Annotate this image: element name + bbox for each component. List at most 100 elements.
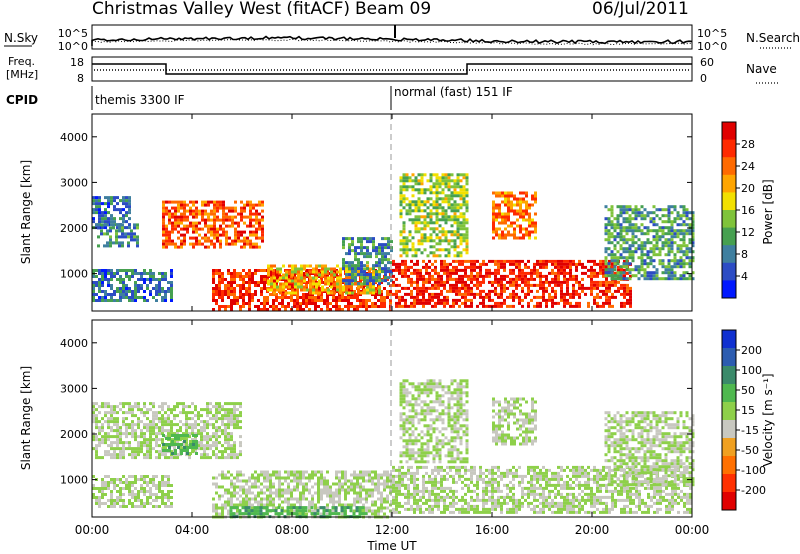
heatmap-cell bbox=[254, 497, 257, 501]
heatmap-cell bbox=[131, 269, 134, 272]
heatmap-cell bbox=[462, 215, 466, 219]
heatmap-cell bbox=[434, 280, 437, 284]
heatmap-cell bbox=[444, 212, 448, 216]
heatmap-cell bbox=[604, 238, 608, 242]
heatmap-cell bbox=[182, 408, 185, 412]
heatmap-cell bbox=[290, 494, 293, 498]
heatmap-cell bbox=[248, 290, 251, 293]
heatmap-cell bbox=[416, 301, 419, 305]
heatmap-cell bbox=[646, 277, 650, 281]
heatmap-cell bbox=[425, 265, 428, 269]
noise-search-label: N.Search bbox=[746, 31, 800, 45]
heatmap-cell bbox=[501, 212, 504, 216]
heatmap-cell bbox=[201, 209, 204, 213]
heatmap-cell bbox=[158, 278, 161, 281]
heatmap-cell bbox=[625, 241, 629, 245]
heatmap-cell bbox=[464, 301, 467, 305]
heatmap-cell bbox=[658, 250, 662, 254]
heatmap-cell bbox=[104, 493, 107, 496]
heatmap-cell bbox=[272, 473, 275, 477]
heatmap-cell bbox=[625, 208, 629, 212]
heatmap-cell bbox=[125, 211, 128, 215]
heatmap-cell bbox=[446, 265, 449, 269]
heatmap-cell bbox=[616, 256, 620, 260]
heatmap-cell bbox=[326, 272, 329, 275]
colorbar-swatch bbox=[722, 280, 736, 299]
heatmap-cell bbox=[326, 506, 329, 510]
heatmap-cell bbox=[438, 230, 442, 234]
heatmap-cell bbox=[590, 277, 593, 281]
heatmap-cell bbox=[497, 295, 500, 299]
heatmap-cell bbox=[320, 512, 323, 516]
heatmap-cell bbox=[670, 226, 674, 230]
heatmap-cell bbox=[521, 277, 524, 281]
heatmap-cell bbox=[170, 432, 173, 436]
heatmap-cell bbox=[503, 274, 506, 278]
heatmap-cell bbox=[446, 298, 449, 302]
heatmap-cell bbox=[495, 206, 498, 210]
heatmap-cell bbox=[640, 247, 644, 251]
heatmap-cell bbox=[610, 214, 614, 218]
heatmap-cell bbox=[194, 438, 197, 442]
heatmap-cell bbox=[462, 197, 466, 201]
heatmap-cell bbox=[485, 262, 488, 266]
heatmap-cell bbox=[137, 496, 140, 499]
heatmap-cell bbox=[548, 259, 551, 263]
nave-label: Nave bbox=[746, 62, 777, 76]
heatmap-cell bbox=[528, 215, 531, 219]
heatmap-cell bbox=[285, 282, 288, 286]
heatmap-cell bbox=[342, 258, 345, 262]
heatmap-cell bbox=[629, 295, 632, 299]
heatmap-cell bbox=[183, 236, 186, 240]
heatmap-cell bbox=[626, 286, 629, 290]
heatmap-cell bbox=[195, 230, 198, 234]
heatmap-cell bbox=[417, 227, 421, 231]
heatmap-cell bbox=[356, 485, 359, 489]
heatmap-cell bbox=[344, 497, 347, 501]
heatmap-cell bbox=[539, 271, 542, 275]
heatmap-cell bbox=[149, 429, 152, 433]
heatmap-cell bbox=[125, 214, 128, 218]
heatmap-cell bbox=[113, 429, 116, 433]
heatmap-cell bbox=[462, 191, 466, 195]
heatmap-cell bbox=[305, 284, 308, 287]
heatmap-cell bbox=[429, 245, 433, 249]
heatmap-cell bbox=[224, 284, 227, 287]
heatmap-cell bbox=[98, 420, 101, 424]
heatmap-cell bbox=[261, 203, 264, 207]
heatmap-cell bbox=[432, 227, 436, 231]
heatmap-cell bbox=[167, 456, 170, 460]
heatmap-cell bbox=[462, 200, 466, 204]
heatmap-cell bbox=[242, 299, 245, 302]
heatmap-cell bbox=[137, 447, 140, 451]
heatmap-cell bbox=[95, 199, 98, 203]
heatmap-cell bbox=[453, 191, 457, 195]
heatmap-cell bbox=[405, 203, 409, 207]
heatmap-cell bbox=[542, 292, 545, 296]
heatmap-cell bbox=[174, 245, 177, 249]
heatmap-cell bbox=[485, 304, 488, 308]
heatmap-cell bbox=[347, 302, 350, 305]
heatmap-cell bbox=[263, 284, 266, 287]
heatmap-cell bbox=[200, 408, 203, 412]
heatmap-cell bbox=[429, 197, 433, 201]
heatmap-cell bbox=[623, 304, 626, 308]
heatmap-cell bbox=[685, 256, 689, 260]
heatmap-cell bbox=[149, 453, 152, 457]
heatmap-cell bbox=[252, 218, 255, 222]
heatmap-cell bbox=[551, 295, 554, 299]
heatmap-cell bbox=[450, 197, 454, 201]
heatmap-cell bbox=[566, 259, 569, 263]
heatmap-cell bbox=[631, 229, 635, 233]
heatmap-cell bbox=[243, 236, 246, 240]
heatmap-cell bbox=[140, 296, 143, 299]
heatmap-cell bbox=[572, 277, 575, 281]
heatmap-cell bbox=[260, 293, 263, 296]
heatmap-cell bbox=[104, 414, 107, 418]
heatmap-cell bbox=[320, 479, 323, 483]
heatmap-cell bbox=[219, 242, 222, 246]
heatmap-cell bbox=[408, 239, 412, 243]
heatmap-cell bbox=[221, 476, 224, 480]
heatmap-cell bbox=[432, 239, 436, 243]
heatmap-cell bbox=[459, 242, 463, 246]
